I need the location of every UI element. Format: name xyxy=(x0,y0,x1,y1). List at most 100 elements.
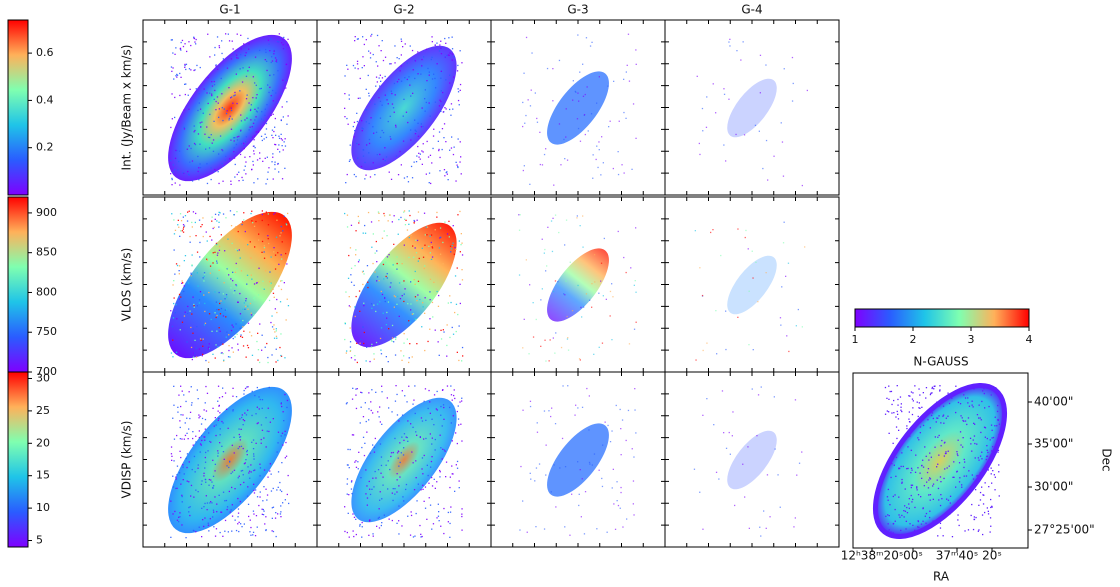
noise-pixel xyxy=(980,492,981,493)
noise-pixel xyxy=(177,466,178,467)
noise-pixel xyxy=(613,168,614,169)
noise-pixel xyxy=(439,470,440,471)
noise-pixel xyxy=(582,64,583,65)
noise-pixel xyxy=(217,278,218,279)
noise-pixel xyxy=(369,489,370,490)
noise-pixel xyxy=(413,257,414,258)
noise-pixel xyxy=(189,174,190,175)
noise-pixel xyxy=(415,271,416,272)
noise-pixel xyxy=(408,386,409,387)
noise-pixel xyxy=(899,517,900,518)
noise-pixel xyxy=(236,144,237,145)
noise-pixel xyxy=(961,487,962,488)
noise-pixel xyxy=(393,244,394,245)
noise-pixel xyxy=(780,507,781,508)
noise-pixel xyxy=(937,535,938,536)
noise-pixel xyxy=(349,161,350,162)
noise-pixel xyxy=(801,451,802,452)
noise-pixel xyxy=(403,116,404,117)
noise-pixel xyxy=(268,431,269,432)
noise-pixel xyxy=(375,471,376,472)
noise-pixel xyxy=(286,224,287,225)
noise-pixel xyxy=(386,356,387,357)
noise-pixel xyxy=(435,102,436,103)
noise-pixel xyxy=(579,494,580,495)
noise-pixel xyxy=(932,520,933,521)
noise-pixel xyxy=(417,123,418,124)
noise-pixel xyxy=(253,458,254,459)
noise-pixel xyxy=(356,343,357,344)
noise-pixel xyxy=(283,411,284,412)
noise-pixel xyxy=(194,143,195,144)
noise-pixel xyxy=(259,496,260,497)
noise-pixel xyxy=(242,470,243,471)
noise-pixel xyxy=(243,448,244,449)
noise-pixel xyxy=(198,179,199,180)
noise-pixel xyxy=(901,411,902,412)
noise-pixel xyxy=(365,493,366,494)
noise-pixel xyxy=(933,418,934,419)
noise-pixel xyxy=(530,473,531,474)
noise-pixel xyxy=(398,485,399,486)
noise-pixel xyxy=(379,301,380,302)
noise-pixel xyxy=(388,220,389,221)
noise-pixel xyxy=(427,465,428,466)
noise-pixel xyxy=(230,184,231,185)
noise-pixel xyxy=(273,293,274,294)
noise-pixel xyxy=(261,136,262,137)
noise-pixel xyxy=(550,416,551,417)
noise-pixel xyxy=(422,248,423,249)
noise-pixel xyxy=(208,347,209,348)
noise-pixel xyxy=(390,456,391,457)
noise-pixel xyxy=(254,299,255,300)
noise-pixel xyxy=(415,296,416,297)
noise-pixel xyxy=(703,350,704,351)
noise-pixel xyxy=(960,431,961,432)
noise-pixel xyxy=(267,431,268,432)
noise-pixel xyxy=(359,220,360,221)
noise-pixel xyxy=(450,302,451,303)
noise-pixel xyxy=(216,331,217,332)
noise-pixel xyxy=(611,430,612,431)
noise-pixel xyxy=(378,220,379,221)
noise-pixel xyxy=(783,176,784,177)
noise-pixel xyxy=(383,159,384,160)
noise-pixel xyxy=(431,59,432,60)
noise-pixel xyxy=(582,247,583,248)
noise-pixel xyxy=(180,77,181,78)
noise-pixel xyxy=(210,266,211,267)
noise-pixel xyxy=(888,411,889,412)
noise-pixel xyxy=(442,242,443,243)
noise-pixel xyxy=(433,135,434,136)
noise-pixel xyxy=(889,529,890,530)
noise-pixel xyxy=(241,48,242,49)
noise-pixel xyxy=(214,291,215,292)
noise-pixel xyxy=(451,248,452,249)
noise-pixel xyxy=(288,115,289,116)
noise-pixel xyxy=(213,139,214,140)
noise-pixel xyxy=(257,159,258,160)
noise-pixel xyxy=(428,156,429,157)
noise-pixel xyxy=(425,420,426,421)
noise-pixel xyxy=(274,331,275,332)
noise-pixel xyxy=(909,498,910,499)
noise-pixel xyxy=(215,464,216,465)
noise-pixel xyxy=(366,360,367,361)
noise-pixel xyxy=(282,178,283,179)
noise-pixel xyxy=(968,417,969,418)
noise-pixel xyxy=(635,138,636,139)
noise-pixel xyxy=(189,391,190,392)
noise-pixel xyxy=(277,252,278,253)
noise-pixel xyxy=(208,362,209,363)
noise-pixel xyxy=(266,499,267,500)
noise-pixel xyxy=(437,63,438,64)
noise-pixel xyxy=(988,465,989,466)
noise-pixel xyxy=(371,247,372,248)
noise-pixel xyxy=(565,136,566,137)
noise-pixel xyxy=(184,43,185,44)
noise-pixel xyxy=(223,302,224,303)
noise-pixel xyxy=(440,330,441,331)
noise-pixel xyxy=(197,156,198,157)
noise-pixel xyxy=(918,439,919,440)
noise-pixel xyxy=(555,332,556,333)
